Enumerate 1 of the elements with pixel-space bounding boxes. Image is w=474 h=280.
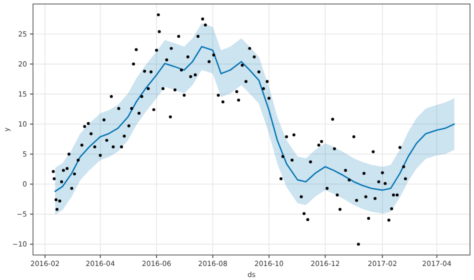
line-series (54, 46, 455, 192)
